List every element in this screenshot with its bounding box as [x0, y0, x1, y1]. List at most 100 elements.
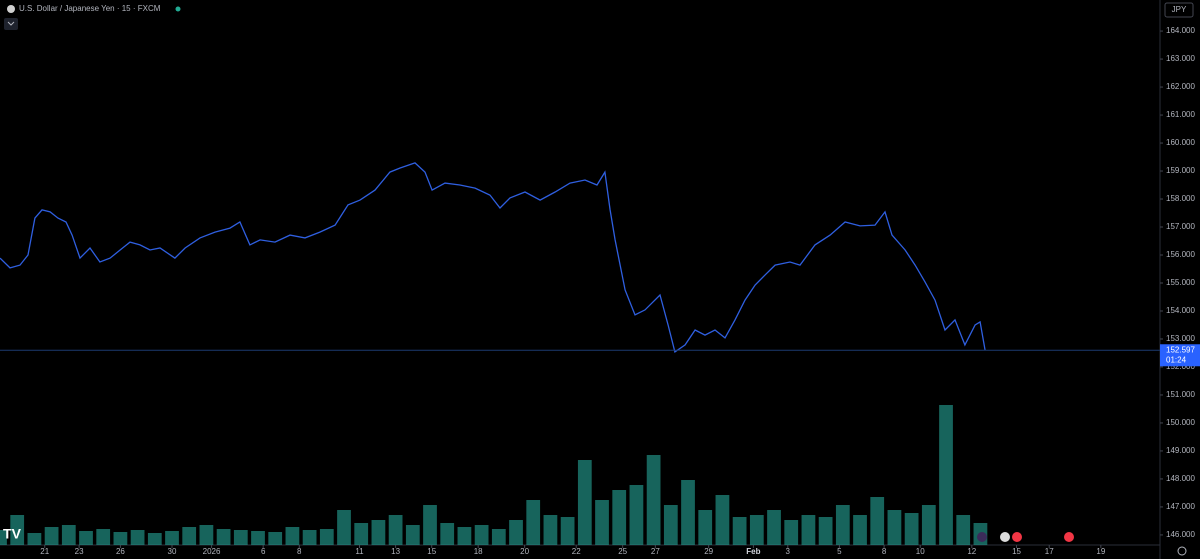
volume-bar	[732, 517, 747, 545]
volume-bar	[939, 405, 953, 545]
volume-bar	[113, 532, 128, 545]
y-tick-label: 164.000	[1166, 26, 1195, 35]
volume-bar	[698, 510, 713, 545]
volume-bar	[543, 515, 558, 545]
symbol-icon	[7, 5, 15, 13]
volume-bar	[663, 505, 678, 545]
volume-bar	[560, 517, 575, 545]
volume-bar	[681, 480, 695, 545]
x-tick-label: 19	[1096, 547, 1105, 556]
y-tick-label: 149.000	[1166, 446, 1195, 455]
last-price-box	[1160, 344, 1200, 367]
x-tick-label: 15	[1012, 547, 1021, 556]
event-icon[interactable]	[977, 532, 987, 542]
volume-bar	[440, 523, 455, 545]
volume-bar	[337, 510, 351, 545]
y-tick-label: 155.000	[1166, 278, 1195, 287]
volume-bar	[646, 455, 661, 545]
volume-bar	[749, 515, 764, 545]
x-tick-label: 13	[391, 547, 400, 556]
y-tick-label: 158.000	[1166, 194, 1195, 203]
volume-bar	[491, 529, 506, 545]
volume-bar	[216, 529, 231, 545]
volume-bar	[319, 529, 334, 545]
x-tick-label: 25	[618, 547, 627, 556]
event-icon[interactable]	[1064, 532, 1074, 542]
volume-bar	[96, 529, 111, 545]
y-tick-label: 153.000	[1166, 334, 1195, 343]
countdown-label: 01:24	[1166, 355, 1187, 364]
volume-bar	[853, 515, 867, 545]
volume-bar	[27, 533, 42, 545]
volume-bar	[715, 495, 730, 545]
volume-bar	[233, 530, 248, 545]
x-tick-label: 20	[520, 547, 529, 556]
y-tick-label: 160.000	[1166, 138, 1195, 147]
volume-bar	[165, 531, 179, 545]
x-tick-label: 10	[916, 547, 925, 556]
x-tick-label: 22	[572, 547, 581, 556]
volume-bar	[130, 530, 145, 545]
currency-button[interactable]	[1164, 2, 1194, 18]
y-tick-label: 148.000	[1166, 474, 1195, 483]
market-status[interactable]	[175, 6, 181, 12]
volume-bar	[285, 527, 300, 545]
y-tick-label: 151.000	[1166, 390, 1195, 399]
volume-bar	[251, 531, 265, 545]
x-tick-label: 29	[704, 547, 713, 556]
volume-bar	[10, 515, 25, 545]
volume-bar	[904, 513, 919, 545]
y-tick-label: 157.000	[1166, 222, 1195, 231]
currency-label: JPY	[1172, 5, 1187, 14]
volume-bar	[818, 517, 833, 545]
x-tick-label: 17	[1045, 547, 1054, 556]
volume-bar	[612, 490, 627, 545]
x-tick-label: Feb	[746, 547, 760, 556]
volume-bar	[784, 520, 799, 545]
volume-bar	[767, 510, 781, 545]
event-icon[interactable]	[1000, 532, 1010, 542]
price-line	[0, 162, 986, 353]
volume-bar	[423, 505, 437, 545]
volume-bar	[956, 515, 971, 545]
x-tick-label: 12	[967, 547, 976, 556]
volume-bar	[147, 533, 162, 545]
x-tick-label: 26	[116, 547, 125, 556]
volume-bar	[0, 530, 7, 545]
plot-area: 146.000 147.000 148.000 149.000 150.000 151.0…	[0, 26, 1200, 556]
y-tick-label: 156.000	[1166, 250, 1195, 259]
volume-bar	[61, 525, 76, 545]
x-tick-label: 8	[882, 547, 887, 556]
volume-bar	[388, 515, 403, 545]
collapse-button[interactable]	[4, 18, 18, 30]
volume-bar	[577, 460, 592, 545]
volume-bar	[509, 520, 523, 545]
chevron-icon	[7, 21, 15, 26]
volume-bar	[801, 515, 816, 545]
event-icon[interactable]	[1012, 532, 1022, 542]
volume-bar	[457, 527, 472, 545]
y-tick-label: 161.000	[1166, 110, 1195, 119]
y-tick-label: 159.000	[1166, 166, 1195, 175]
x-tick-label: 8	[297, 547, 302, 556]
volume-bar	[405, 525, 420, 545]
logo: TV	[3, 526, 22, 542]
volume-bar	[887, 510, 902, 545]
volume-bar	[595, 500, 609, 545]
volume-bar	[474, 525, 489, 545]
x-tick-label: 15	[427, 547, 436, 556]
volume-bar	[302, 530, 317, 545]
x-tick-label: 27	[651, 547, 660, 556]
x-tick-label: 18	[474, 547, 483, 556]
volume-bar	[199, 525, 214, 545]
volume-bar	[371, 520, 386, 545]
volume-bar	[182, 527, 197, 545]
volume-bar	[921, 505, 936, 545]
x-tick-label: 6	[261, 547, 266, 556]
volume-bar	[629, 485, 644, 545]
settings-icon[interactable]	[1177, 546, 1187, 556]
volume-bar	[268, 532, 283, 545]
